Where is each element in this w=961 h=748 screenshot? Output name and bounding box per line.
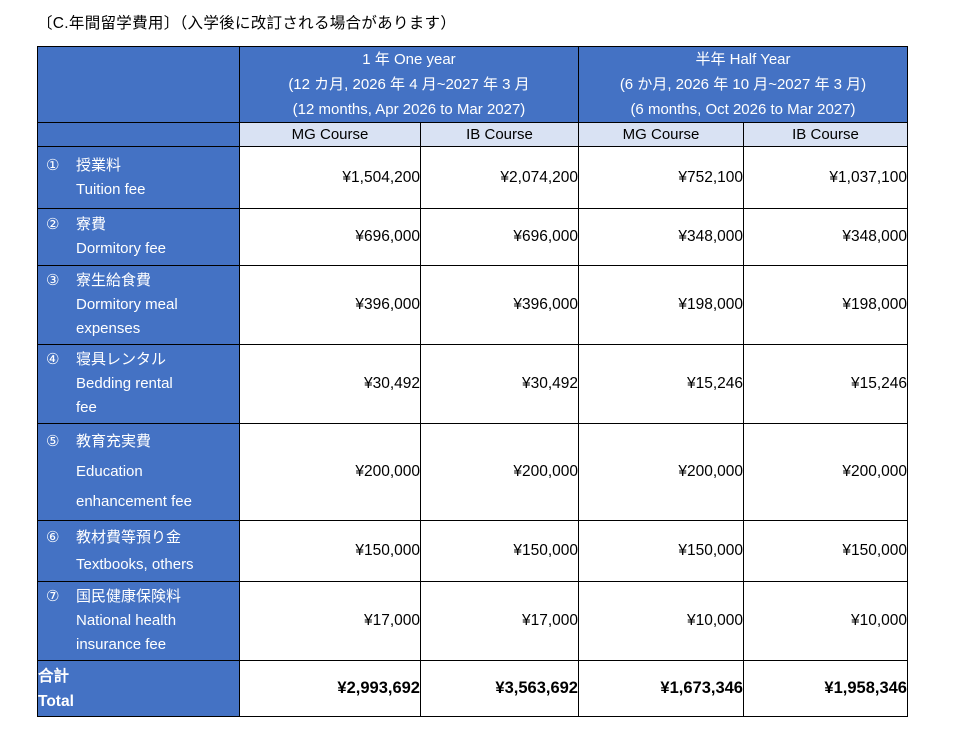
value-cell: ¥348,000: [743, 208, 908, 266]
value-cell: ¥17,000: [239, 581, 421, 661]
half-year-period-en: (6 months, Oct 2026 to Mar 2027): [630, 101, 856, 118]
value-cell: ¥696,000: [420, 208, 579, 266]
value-cell: ¥396,000: [239, 265, 421, 345]
header-half-year-cell: 半年 Half Year (6 か月, 2026 年 10 月~2027 年 3…: [578, 46, 908, 123]
value-cell: ¥752,100: [578, 146, 744, 209]
row-label-tuition: ① 授業料 Tuition fee: [37, 146, 240, 209]
value-cell: ¥10,000: [578, 581, 744, 661]
value-cell: ¥1,504,200: [239, 146, 421, 209]
value-cell: ¥17,000: [420, 581, 579, 661]
row-label-bedding-rental: ④ 寝具レンタル Bedding rental fee: [37, 344, 240, 424]
value-cell: ¥696,000: [239, 208, 421, 266]
row-number: ②: [46, 216, 60, 233]
row-number: ③: [46, 272, 60, 289]
table-row-dormitory-meal: ③ 寮生給食費 Dormitory meal expenses ¥396,000…: [37, 265, 908, 345]
header-course-row: MG Course IB Course MG Course IB Course: [37, 122, 908, 147]
row-label-dormitory-meal: ③ 寮生給食費 Dormitory meal expenses: [37, 265, 240, 345]
row-label-en: Textbooks, others: [76, 556, 194, 573]
row-label-textbooks: ⑥ 教材費等預り金 Textbooks, others: [37, 520, 240, 582]
total-row: 合計 Total ¥2,993,692 ¥3,563,692 ¥1,673,34…: [37, 660, 908, 717]
one-year-period-ja: (12 カ月, 2026 年 4 月~2027 年 3 月: [288, 76, 530, 93]
header-corner-cell: [37, 46, 240, 123]
half-year-period-ja: (6 か月, 2026 年 10 月~2027 年 3 月): [619, 76, 867, 93]
value-cell: ¥2,074,200: [420, 146, 579, 209]
value-cell: ¥150,000: [239, 520, 421, 582]
row-label-ja: 国民健康保険料: [76, 588, 182, 605]
table-row-education-enhancement: ⑤ 教育充実費 Education enhancement fee ¥200,0…: [37, 423, 908, 521]
row-label-en: Dormitory fee: [76, 240, 167, 257]
course-header-oneyear-mg: MG Course: [239, 122, 421, 147]
table-row-health-insurance: ⑦ 国民健康保険料 National health insurance fee …: [37, 581, 908, 661]
value-cell: ¥1,037,100: [743, 146, 908, 209]
table-row-tuition: ① 授業料 Tuition fee ¥1,504,200 ¥2,074,200 …: [37, 146, 908, 209]
total-value-cell: ¥1,673,346: [578, 660, 744, 717]
row-number: ⑥: [46, 529, 60, 546]
value-cell: ¥15,246: [578, 344, 744, 424]
row-label-ja: 寝具レンタル: [76, 351, 167, 368]
row-label-health-insurance: ⑦ 国民健康保険料 National health insurance fee: [37, 581, 240, 661]
row-label-ja: 寮費: [76, 216, 107, 233]
row-label-ja: 寮生給食費: [76, 272, 152, 289]
total-value-cell: ¥3,563,692: [420, 660, 579, 717]
value-cell: ¥200,000: [420, 423, 579, 521]
value-cell: ¥348,000: [578, 208, 744, 266]
row-label-dormitory-fee: ② 寮費 Dormitory fee: [37, 208, 240, 266]
row-label-en: Tuition fee: [76, 180, 146, 198]
row-label-en: National health insurance fee: [76, 612, 177, 653]
course-header-halfyear-ib: IB Course: [743, 122, 908, 147]
row-label-ja: 教育充実費: [76, 433, 152, 450]
value-cell: ¥150,000: [420, 520, 579, 582]
table-row-bedding-rental: ④ 寝具レンタル Bedding rental fee ¥30,492 ¥30,…: [37, 344, 908, 424]
row-number: ④: [46, 351, 60, 368]
page-title: 〔C.年間留学費用〕（入学後に改訂される場合があります）: [37, 15, 457, 32]
value-cell: ¥200,000: [743, 423, 908, 521]
total-label-ja: 合計: [38, 667, 70, 685]
value-cell: ¥150,000: [743, 520, 908, 582]
total-value-cell: ¥2,993,692: [239, 660, 421, 717]
value-cell: ¥30,492: [239, 344, 421, 424]
value-cell: ¥200,000: [239, 423, 421, 521]
row-label-en: Education enhancement fee: [76, 463, 192, 510]
table-row-dormitory-fee: ② 寮費 Dormitory fee ¥696,000 ¥696,000 ¥34…: [37, 208, 908, 266]
header-group-row: 1 年 One year (12 カ月, 2026 年 4 月~2027 年 3…: [37, 46, 908, 123]
value-cell: ¥200,000: [578, 423, 744, 521]
value-cell: ¥198,000: [743, 265, 908, 345]
header-one-year-cell: 1 年 One year (12 カ月, 2026 年 4 月~2027 年 3…: [239, 46, 579, 123]
value-cell: ¥30,492: [420, 344, 579, 424]
row-label-ja: 授業料: [76, 156, 122, 174]
value-cell: ¥15,246: [743, 344, 908, 424]
row-label-education-enhancement: ⑤ 教育充実費 Education enhancement fee: [37, 423, 240, 521]
row-label-en: Bedding rental fee: [76, 375, 173, 416]
total-value-cell: ¥1,958,346: [743, 660, 908, 717]
value-cell: ¥150,000: [578, 520, 744, 582]
row-number: ⑤: [46, 433, 60, 450]
value-cell: ¥198,000: [578, 265, 744, 345]
fee-table: 1 年 One year (12 カ月, 2026 年 4 月~2027 年 3…: [37, 46, 908, 717]
total-label-en: Total: [38, 692, 74, 710]
value-cell: ¥10,000: [743, 581, 908, 661]
course-header-oneyear-ib: IB Course: [420, 122, 579, 147]
row-number: ⑦: [46, 588, 60, 605]
value-cell: ¥396,000: [420, 265, 579, 345]
course-header-halfyear-mg: MG Course: [578, 122, 744, 147]
header-corner-cell-2: [37, 122, 240, 147]
half-year-title: 半年 Half Year: [695, 51, 791, 68]
one-year-period-en: (12 months, Apr 2026 to Mar 2027): [292, 101, 526, 118]
total-label-cell: 合計 Total: [37, 660, 240, 717]
row-label-ja: 教材費等預り金: [76, 529, 182, 546]
table-row-textbooks: ⑥ 教材費等預り金 Textbooks, others ¥150,000 ¥15…: [37, 520, 908, 582]
one-year-title: 1 年 One year: [362, 51, 456, 68]
row-label-en: Dormitory meal expenses: [76, 296, 178, 337]
row-number: ①: [46, 156, 60, 174]
